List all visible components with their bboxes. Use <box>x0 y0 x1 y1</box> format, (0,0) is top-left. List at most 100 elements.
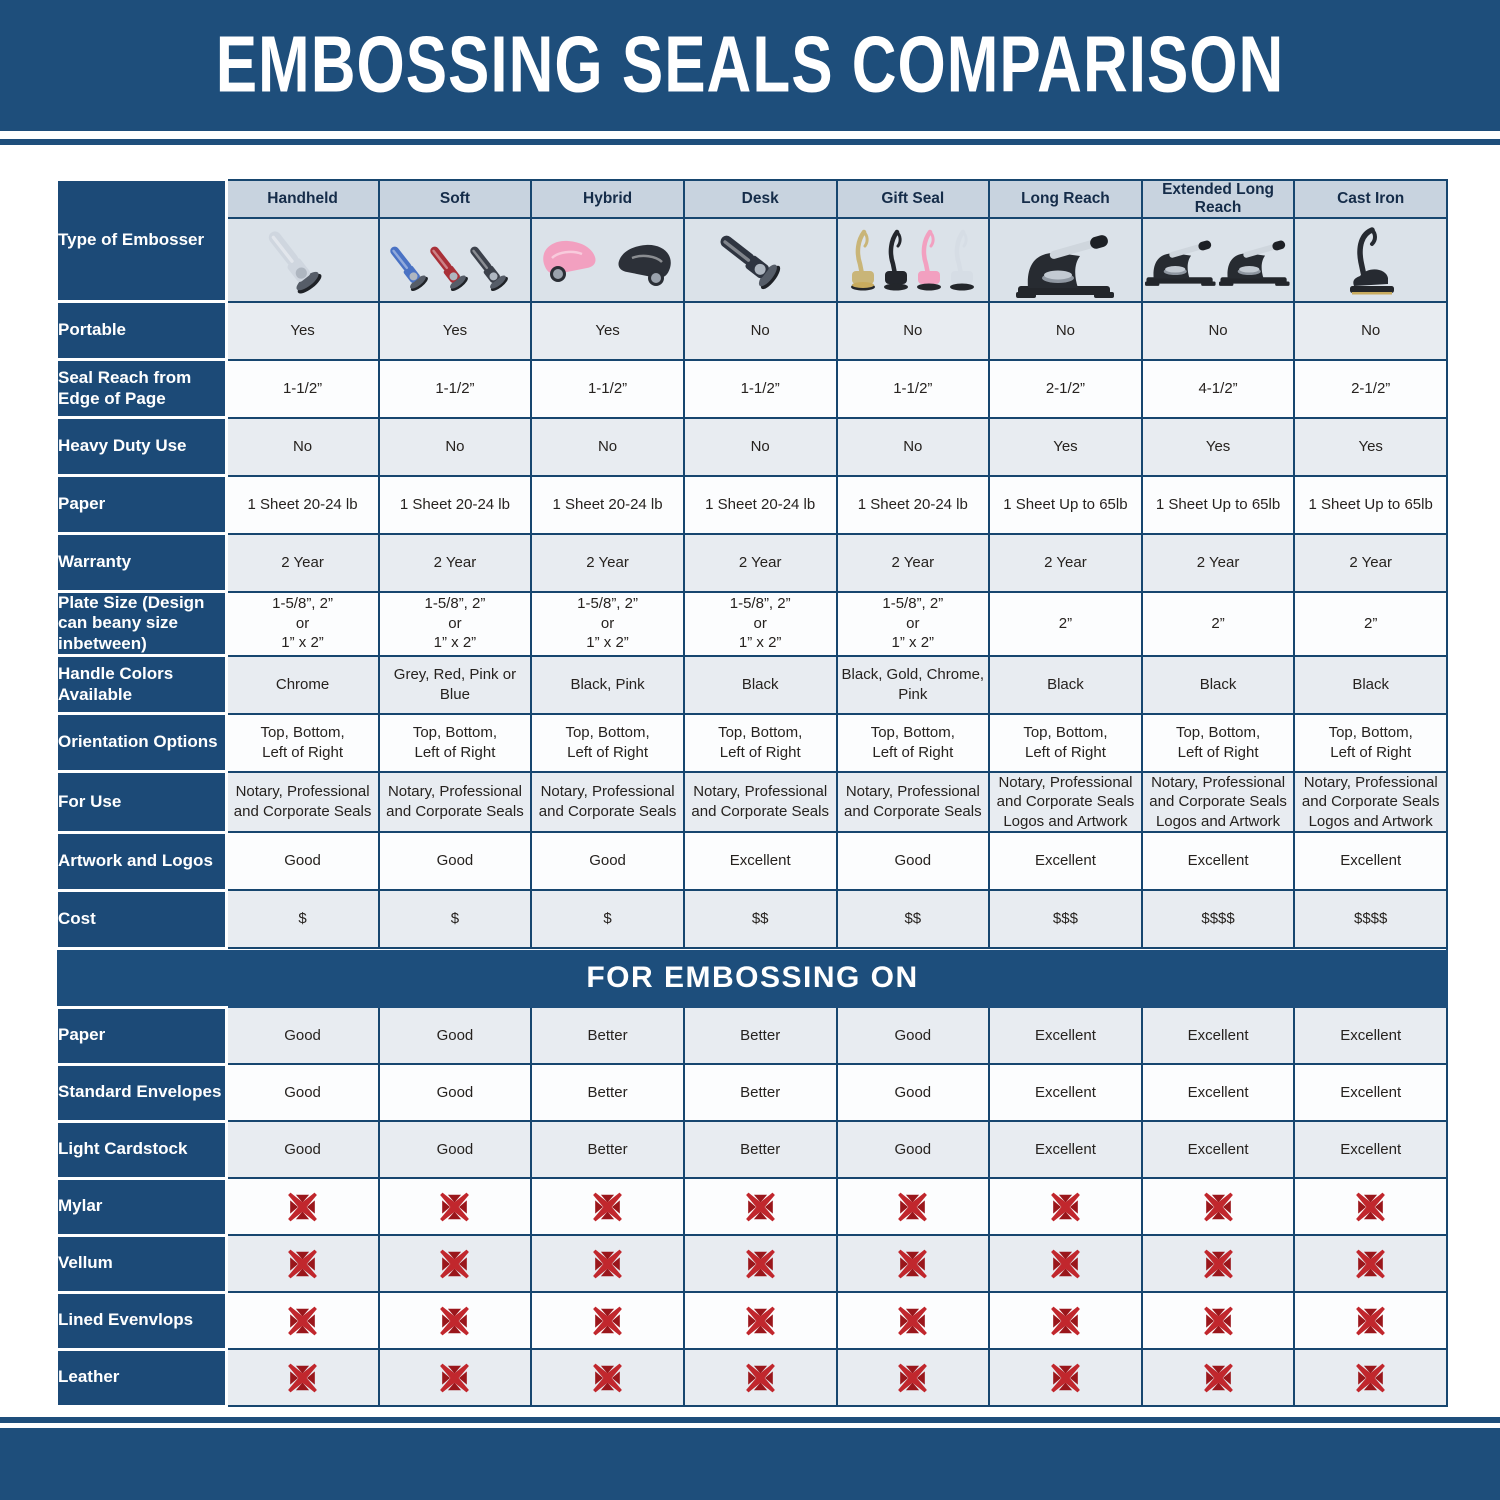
column-header-gift-seal: Gift Seal <box>835 178 991 219</box>
row-header-light-cardstock: Light Cardstock <box>58 1119 228 1180</box>
red-x-icon <box>440 1249 470 1279</box>
value-cell-cost-cast-iron: $$$$ <box>1293 889 1448 950</box>
row-header-paper: Paper <box>58 474 228 535</box>
gift-seal-embosser-icon <box>850 229 974 290</box>
value-cell-leather-long-reach <box>988 1348 1143 1408</box>
value-cell-plate-size-design-can-beany-size-inbetween-cast-iron: 2” <box>1293 590 1448 657</box>
table-row-mylar: Mylar <box>58 1176 1448 1237</box>
value-cell-paper-long-reach: Excellent <box>988 1006 1143 1066</box>
red-x-icon <box>898 1192 928 1222</box>
value-cell-orientation-options-cast-iron: Top, Bottom, Left of Right <box>1293 712 1448 773</box>
value-cell-portable-gift-seal: No <box>835 300 991 361</box>
value-cell-for-use-handheld: Notary, Professional and Corporate Seals <box>225 770 380 834</box>
value-cell-for-use-cast-iron: Notary, Professional and Corporate Seals… <box>1293 770 1448 834</box>
value-cell-portable-extended-long-reach: No <box>1140 300 1296 361</box>
value-cell-heavy-duty-use-gift-seal: No <box>835 416 991 477</box>
value-cell-leather-hybrid <box>530 1348 685 1408</box>
value-cell-paper-cast-iron: Excellent <box>1293 1006 1448 1066</box>
value-cell-lined-evenvlops-extended-long-reach <box>1140 1291 1296 1351</box>
value-cell-artwork-and-logos-extended-long-reach: Excellent <box>1140 831 1296 892</box>
value-cell-lined-evenvlops-handheld <box>225 1291 380 1351</box>
value-cell-portable-long-reach: No <box>988 300 1143 361</box>
value-cell-vellum-hybrid <box>530 1234 685 1294</box>
embosser-photo-gift-seal <box>835 216 991 303</box>
comparison-table-wrap: Type of Embosser Handheld Soft Hybrid Desk Gi… <box>57 178 1448 1408</box>
red-x-icon <box>898 1249 928 1279</box>
red-x-icon <box>1051 1363 1080 1393</box>
table-row-artwork-and-logos: Artwork and Logos Good Good Good Excellent Go… <box>58 830 1448 892</box>
value-cell-heavy-duty-use-desk: No <box>682 416 838 477</box>
value-cell-handle-colors-available-long-reach: Black <box>988 654 1143 715</box>
red-x-icon <box>1356 1192 1386 1222</box>
value-cell-plate-size-design-can-beany-size-inbetween-long-reach: 2” <box>988 590 1143 657</box>
value-cell-for-use-long-reach: Notary, Professional and Corporate Seals… <box>988 770 1143 834</box>
value-cell-for-use-hybrid: Notary, Professional and Corporate Seals <box>530 770 685 834</box>
embosser-photo-desk <box>682 216 838 303</box>
value-cell-warranty-extended-long-reach: 2 Year <box>1140 532 1296 593</box>
table-row-vellum: Vellum <box>58 1233 1448 1294</box>
row-header-vellum: Vellum <box>58 1233 228 1294</box>
value-cell-paper-cast-iron: 1 Sheet Up to 65lb <box>1293 474 1448 535</box>
value-cell-standard-envelopes-long-reach: Excellent <box>988 1063 1143 1123</box>
table-row-lined-evenvlops: Lined Evenvlops <box>58 1290 1448 1351</box>
red-x-icon <box>593 1192 622 1222</box>
value-cell-plate-size-design-can-beany-size-inbetween-desk: 1-5/8”, 2” or 1” x 2” <box>682 590 838 657</box>
value-cell-warranty-gift-seal: 2 Year <box>835 532 991 593</box>
red-x-icon <box>1356 1363 1386 1393</box>
value-cell-handle-colors-available-cast-iron: Black <box>1293 654 1448 715</box>
value-cell-light-cardstock-extended-long-reach: Excellent <box>1140 1120 1296 1180</box>
embosser-photo-handheld <box>225 216 380 303</box>
red-x-icon <box>745 1363 775 1393</box>
value-cell-for-use-soft: Notary, Professional and Corporate Seals <box>377 770 533 834</box>
value-cell-standard-envelopes-hybrid: Better <box>530 1063 685 1123</box>
value-cell-paper-desk: Better <box>682 1006 838 1066</box>
table-row-light-cardstock: Light Cardstock Good Good Better Better Good E… <box>58 1119 1448 1180</box>
value-cell-mylar-handheld <box>225 1177 380 1237</box>
value-cell-heavy-duty-use-soft: No <box>377 416 533 477</box>
value-cell-leather-extended-long-reach <box>1140 1348 1296 1408</box>
value-cell-heavy-duty-use-cast-iron: Yes <box>1293 416 1448 477</box>
value-cell-paper-soft: 1 Sheet 20-24 lb <box>377 474 533 535</box>
value-cell-paper-extended-long-reach: Excellent <box>1140 1006 1296 1066</box>
long-reach-embosser-icon <box>1016 234 1115 298</box>
value-cell-leather-cast-iron <box>1293 1348 1448 1408</box>
red-x-icon <box>593 1306 622 1336</box>
value-cell-plate-size-design-can-beany-size-inbetween-gift-seal: 1-5/8”, 2” or 1” x 2” <box>835 590 991 657</box>
column-header-row: Type of Embosser Handheld Soft Hybrid Desk Gi… <box>58 178 1448 303</box>
red-x-icon <box>440 1306 470 1336</box>
value-cell-warranty-handheld: 2 Year <box>225 532 380 593</box>
row-header-portable: Portable <box>58 300 228 361</box>
value-cell-cost-extended-long-reach: $$$$ <box>1140 889 1296 950</box>
value-cell-light-cardstock-soft: Good <box>377 1120 533 1180</box>
value-cell-mylar-soft <box>377 1177 533 1237</box>
value-cell-vellum-soft <box>377 1234 533 1294</box>
value-cell-cost-hybrid: $ <box>530 889 685 950</box>
value-cell-cost-soft: $ <box>377 889 533 950</box>
red-x-icon <box>288 1363 317 1393</box>
value-cell-handle-colors-available-soft: Grey, Red, Pink or Blue <box>377 654 533 715</box>
value-cell-leather-desk <box>682 1348 838 1408</box>
value-cell-cost-gift-seal: $$ <box>835 889 991 950</box>
value-cell-orientation-options-extended-long-reach: Top, Bottom, Left of Right <box>1140 712 1296 773</box>
value-cell-light-cardstock-gift-seal: Good <box>835 1120 991 1180</box>
value-cell-orientation-options-handheld: Top, Bottom, Left of Right <box>225 712 380 773</box>
value-cell-handle-colors-available-extended-long-reach: Black <box>1140 654 1296 715</box>
value-cell-standard-envelopes-handheld: Good <box>225 1063 380 1123</box>
red-x-icon <box>745 1192 775 1222</box>
value-cell-lined-evenvlops-long-reach <box>988 1291 1143 1351</box>
bottom-divider-line <box>0 1417 1500 1423</box>
value-cell-cost-long-reach: $$$ <box>988 889 1143 950</box>
value-cell-lined-evenvlops-desk <box>682 1291 838 1351</box>
red-x-icon <box>1203 1192 1233 1222</box>
value-cell-seal-reach-from-edge-of-page-cast-iron: 2-1/2” <box>1293 358 1448 419</box>
red-x-icon <box>440 1363 470 1393</box>
red-x-icon <box>745 1249 775 1279</box>
red-x-icon <box>745 1306 775 1336</box>
value-cell-plate-size-design-can-beany-size-inbetween-extended-long-reach: 2” <box>1140 590 1296 657</box>
comparison-table: Type of Embosser Handheld Soft Hybrid Desk Gi… <box>57 178 1448 1408</box>
value-cell-paper-handheld: 1 Sheet 20-24 lb <box>225 474 380 535</box>
value-cell-portable-cast-iron: No <box>1293 300 1448 361</box>
row-header-artwork-and-logos: Artwork and Logos <box>58 830 228 892</box>
value-cell-warranty-desk: 2 Year <box>682 532 838 593</box>
row-header-mylar: Mylar <box>58 1176 228 1237</box>
